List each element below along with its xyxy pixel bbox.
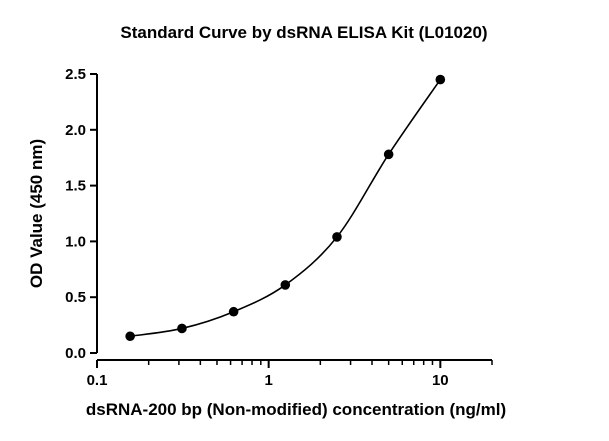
data-point <box>177 323 187 334</box>
x-axis-label: dsRNA-200 bp (Non-modified) concentratio… <box>86 400 506 419</box>
data-point <box>280 280 291 290</box>
y-tick-label: 1.0 <box>65 233 86 250</box>
standard-curve-line <box>130 79 441 338</box>
data-point <box>383 149 394 160</box>
data-point <box>332 232 342 242</box>
x-tick-label: 10 <box>432 372 449 389</box>
y-tick-label: 2.0 <box>65 122 86 139</box>
y-tick-label: 2.5 <box>65 66 86 83</box>
y-tick-label: 0.5 <box>65 289 86 306</box>
y-axis-label: OD Value (450 nm) <box>27 139 46 288</box>
y-axis-ticks: 0.0 0.5 1.0 1.5 2.0 2.5 <box>65 66 97 362</box>
x-tick-label: 0.1 <box>87 372 108 389</box>
chart-title: Standard Curve by dsRNA ELISA Kit (L0102… <box>120 23 487 42</box>
y-tick-label: 1.5 <box>65 178 86 195</box>
data-point <box>228 306 239 317</box>
data-points <box>125 74 446 342</box>
y-tick-label: 0.0 <box>65 345 86 362</box>
x-axis-ticks: 0.1 1 10 <box>87 360 493 389</box>
x-tick-label: 1 <box>264 372 272 389</box>
data-point <box>125 331 135 342</box>
data-point <box>435 74 446 85</box>
